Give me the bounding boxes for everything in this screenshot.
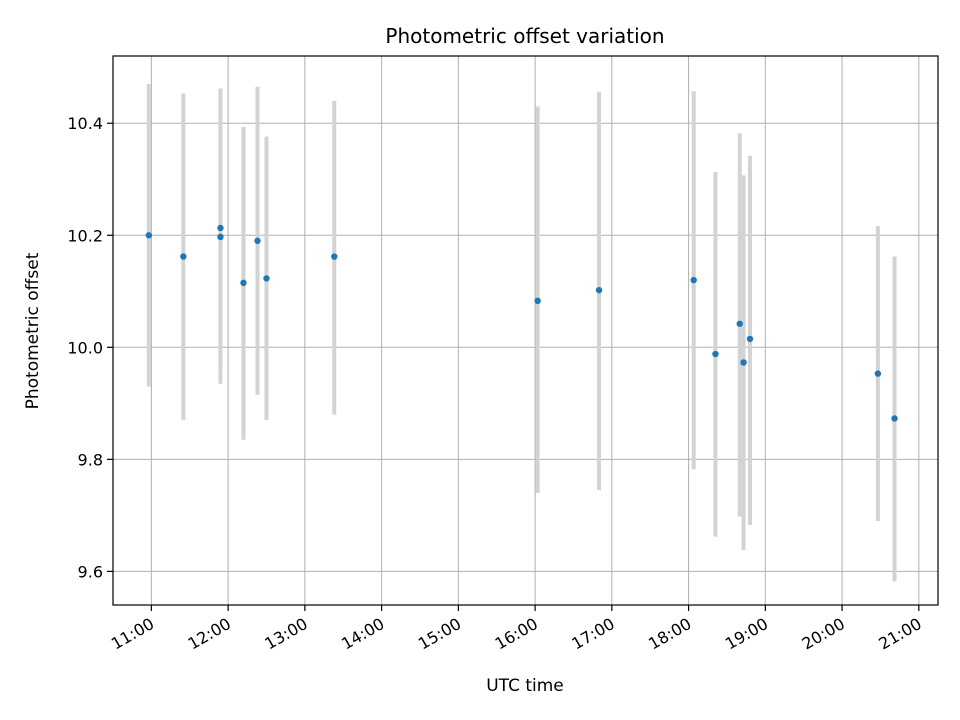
data-point bbox=[595, 286, 603, 294]
data-point bbox=[740, 359, 747, 366]
data-point bbox=[874, 370, 882, 377]
data-point bbox=[263, 275, 270, 282]
y-axis-label: Photometric offset bbox=[23, 252, 43, 409]
y-axis: 9.6 9.8 10.0 10.2 10.4 bbox=[67, 114, 113, 581]
data-point bbox=[145, 232, 153, 239]
y-tick-label: 10.0 bbox=[67, 338, 103, 357]
data-point bbox=[217, 233, 224, 241]
chart-title: Photometric offset variation bbox=[385, 24, 664, 48]
grid bbox=[113, 56, 938, 605]
data-point bbox=[534, 297, 541, 305]
y-tick-label: 9.6 bbox=[78, 562, 103, 581]
y-tick-label: 10.2 bbox=[67, 226, 103, 245]
data-point bbox=[736, 320, 743, 327]
y-tick-label: 9.8 bbox=[78, 450, 103, 469]
data-point bbox=[254, 237, 261, 245]
data-point bbox=[712, 350, 719, 358]
data-point bbox=[690, 276, 697, 284]
plot-frame bbox=[112, 55, 939, 606]
x-axis-label: UTC time bbox=[486, 676, 564, 696]
data-point bbox=[180, 253, 187, 260]
data-point bbox=[331, 253, 338, 260]
y-tick-label: 10.4 bbox=[67, 114, 103, 133]
data-point bbox=[746, 335, 754, 343]
data-point bbox=[240, 279, 247, 287]
data-point bbox=[891, 415, 898, 422]
data-points bbox=[145, 224, 898, 422]
data-point bbox=[217, 224, 224, 232]
